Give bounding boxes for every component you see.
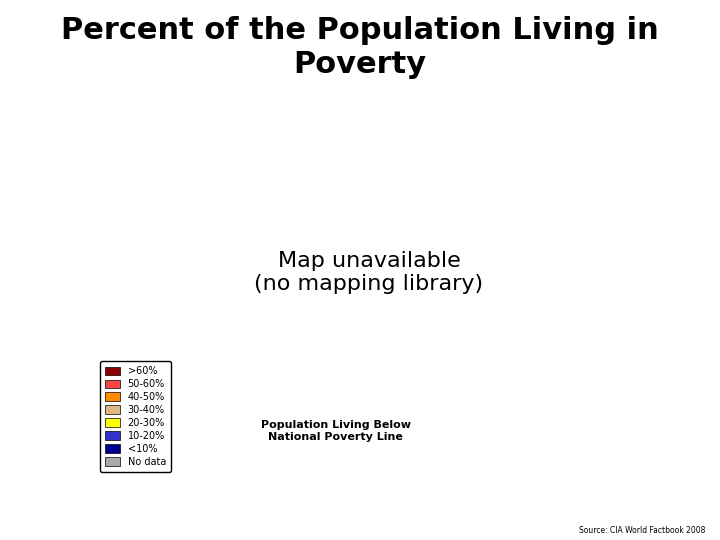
Legend: >60%, 50-60%, 40-50%, 30-40%, 20-30%, 10-20%, <10%, No data: >60%, 50-60%, 40-50%, 30-40%, 20-30%, 10…	[101, 361, 171, 471]
Text: Percent of the Population Living in
Poverty: Percent of the Population Living in Pove…	[61, 16, 659, 79]
Text: Population Living Below
National Poverty Line: Population Living Below National Poverty…	[261, 420, 410, 442]
Text: Source: CIA World Factbook 2008: Source: CIA World Factbook 2008	[579, 525, 706, 535]
Text: Map unavailable
(no mapping library): Map unavailable (no mapping library)	[254, 251, 484, 294]
